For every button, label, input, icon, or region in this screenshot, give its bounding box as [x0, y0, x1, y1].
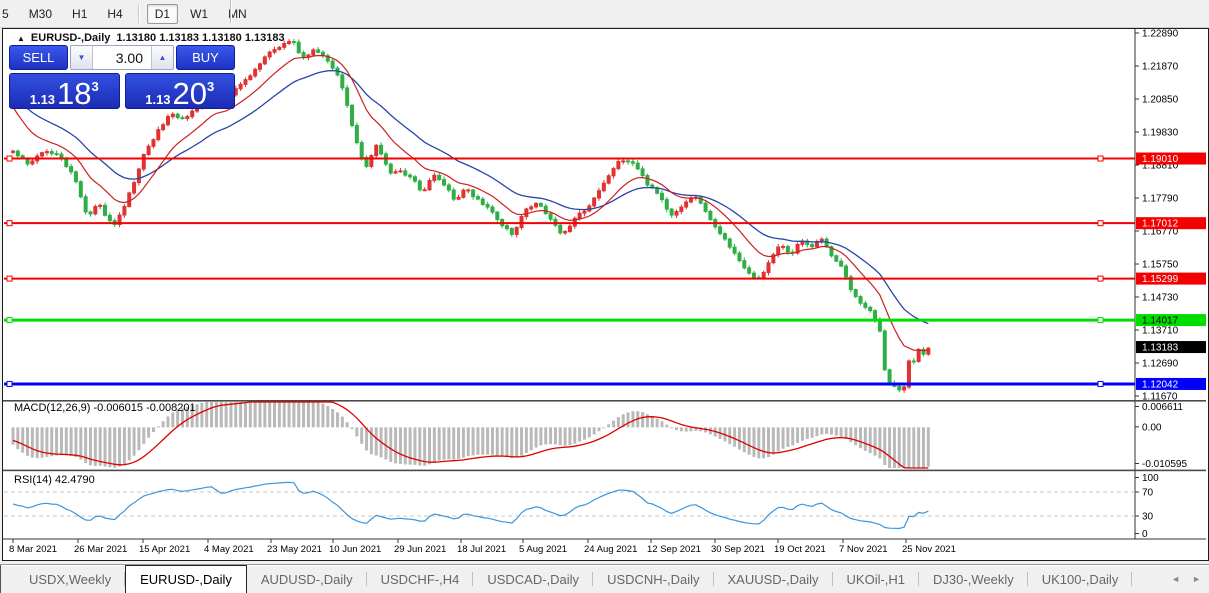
svg-text:100: 100: [1142, 473, 1159, 484]
sell-price-prefix: 1.13: [29, 92, 56, 107]
svg-text:18 Jul 2021: 18 Jul 2021: [457, 544, 506, 555]
svg-text:19 Oct 2021: 19 Oct 2021: [774, 544, 826, 555]
svg-text:30: 30: [1142, 512, 1154, 523]
sell-price-display[interactable]: 1.13 18 3: [9, 73, 120, 109]
buy-price-point: 3: [207, 79, 215, 94]
tab-usdcad-daily[interactable]: USDCAD-,Daily: [473, 565, 593, 593]
timeframe-toolbar: 5 M30 H1 H4 D1 W1 MN: [0, 0, 1209, 28]
sell-price-point: 3: [91, 79, 99, 94]
svg-text:70: 70: [1142, 488, 1154, 499]
timeframe-w1-button[interactable]: W1: [190, 6, 209, 21]
buy-price-pips: 20: [172, 76, 208, 111]
sell-price-pips: 18: [57, 76, 92, 111]
volume-input[interactable]: 3.00: [115, 49, 143, 66]
tab-eurusd-daily[interactable]: EURUSD-,Daily: [125, 565, 247, 593]
price-chart-canvas[interactable]: 1.22890 1.21870 1.20850 1.19830 1.18810 1.177…: [3, 29, 1206, 558]
chart-window: 1.22890 1.21870 1.20850 1.19830 1.18810 1.177…: [2, 28, 1209, 561]
timeframe-mn-button[interactable]: MN: [228, 6, 247, 21]
tab-scroll-right-icon[interactable]: ►: [1192, 574, 1201, 584]
tab-scroll-arrows: ◄ ►: [1171, 565, 1201, 593]
tab-usdcnh-daily[interactable]: USDCNH-,Daily: [593, 565, 714, 593]
timeframe-h4-button[interactable]: H4: [107, 6, 123, 21]
svg-text:26 Mar 2021: 26 Mar 2021: [74, 544, 127, 555]
svg-text:0.006611: 0.006611: [1142, 402, 1183, 413]
chart-tab-bar: USDX,Weekly EURUSD-,Daily AUDUSD-,Daily …: [0, 564, 1209, 593]
svg-text:1.12690: 1.12690: [1142, 359, 1179, 370]
svg-text:0: 0: [1142, 529, 1148, 540]
toolbar-end-separator: [230, 0, 232, 23]
tab-usdx-weekly[interactable]: USDX,Weekly: [15, 565, 126, 593]
svg-text:10 Jun 2021: 10 Jun 2021: [329, 544, 381, 555]
timeframe-h1-button[interactable]: H1: [72, 6, 88, 21]
svg-text:12 Sep 2021: 12 Sep 2021: [647, 544, 701, 555]
tab-audusd-daily[interactable]: AUDUSD-,Daily: [247, 565, 367, 593]
sell-button[interactable]: SELL: [9, 45, 68, 70]
timeframe-d1-button[interactable]: D1: [146, 3, 179, 24]
svg-text:29 Jun 2021: 29 Jun 2021: [394, 544, 446, 555]
svg-text:1.11670: 1.11670: [1142, 392, 1178, 403]
macd-label: MACD(12,26,9) -0.006015 -0.008201: [14, 402, 196, 414]
svg-text:1.18810: 1.18810: [1142, 161, 1179, 172]
svg-text:8 Mar 2021: 8 Mar 2021: [9, 544, 57, 555]
svg-text:1.22890: 1.22890: [1142, 29, 1179, 40]
svg-text:1.13710: 1.13710: [1142, 326, 1179, 337]
volume-increase-button[interactable]: ▲: [151, 46, 173, 69]
chart-ohlc-quote: 1.13180 1.13183 1.13180 1.13183: [116, 32, 285, 44]
rsi-line: [12, 481, 929, 530]
svg-text:-0.010595: -0.010595: [1142, 459, 1187, 470]
one-click-trade-panel: SELL ▼ 3.00 ▲ BUY 1.13 18 3 1.13 20 3: [9, 45, 235, 109]
svg-text:1.17790: 1.17790: [1142, 194, 1179, 205]
buy-price-prefix: 1.13: [145, 92, 171, 107]
svg-text:1.19010: 1.19010: [1142, 154, 1179, 165]
svg-text:0.00: 0.00: [1142, 422, 1162, 433]
volume-spinner: ▼ 3.00 ▲: [70, 45, 174, 70]
svg-text:1.20850: 1.20850: [1142, 95, 1179, 106]
timeframe-m5-button[interactable]: 5: [2, 6, 9, 21]
toolbar-separator: [137, 4, 140, 23]
ma-slow-line: [12, 69, 929, 325]
tab-ukoil-h1[interactable]: UKOil-,H1: [833, 565, 920, 593]
tab-xauusd-daily[interactable]: XAUUSD-,Daily: [714, 565, 833, 593]
chart-symbol-label: EURUSD-,Daily: [30, 32, 111, 44]
svg-text:1.14730: 1.14730: [1142, 293, 1179, 304]
current-price-label: 1.13183: [1142, 343, 1179, 354]
svg-text:1.17012: 1.17012: [1142, 219, 1179, 230]
macd-signal-line: [12, 401, 929, 469]
svg-text:4 May 2021: 4 May 2021: [204, 544, 254, 555]
tab-dj30-weekly[interactable]: DJ30-,Weekly: [919, 565, 1028, 593]
svg-text:24 Aug 2021: 24 Aug 2021: [584, 544, 637, 555]
timeframe-m30-button[interactable]: M30: [28, 6, 53, 21]
svg-text:1.15750: 1.15750: [1142, 260, 1179, 271]
svg-text:1.16770: 1.16770: [1142, 227, 1179, 238]
svg-text:5 Aug 2021: 5 Aug 2021: [519, 544, 567, 555]
svg-text:1.14017: 1.14017: [1142, 316, 1179, 327]
svg-text:15 Apr 2021: 15 Apr 2021: [139, 544, 190, 555]
svg-text:1.15299: 1.15299: [1142, 274, 1179, 285]
svg-text:1.19830: 1.19830: [1142, 128, 1179, 139]
tab-usdchf-h4[interactable]: USDCHF-,H4: [367, 565, 474, 593]
svg-text:23 May 2021: 23 May 2021: [267, 544, 322, 555]
rsi-label: RSI(14) 42.4790: [14, 474, 95, 486]
tab-scroll-left-icon[interactable]: ◄: [1171, 574, 1181, 584]
buy-button[interactable]: BUY: [176, 45, 235, 70]
svg-text:25 Nov 2021: 25 Nov 2021: [902, 544, 956, 555]
volume-decrease-button[interactable]: ▼: [71, 46, 93, 69]
buy-price-display[interactable]: 1.13 20 3: [124, 73, 235, 111]
svg-text:1.12042: 1.12042: [1142, 379, 1179, 390]
tab-uk100-daily[interactable]: UK100-,Daily: [1028, 565, 1133, 593]
chart-title: ▲ EURUSD-,Daily 1.13180 1.13183 1.13180 …: [17, 32, 285, 44]
svg-text:1.21870: 1.21870: [1142, 62, 1179, 73]
svg-text:7 Nov 2021: 7 Nov 2021: [839, 544, 888, 555]
collapse-arrow-icon[interactable]: ▲: [17, 33, 25, 43]
svg-text:30 Sep 2021: 30 Sep 2021: [711, 544, 765, 555]
tabbar-lead: [0, 565, 15, 593]
